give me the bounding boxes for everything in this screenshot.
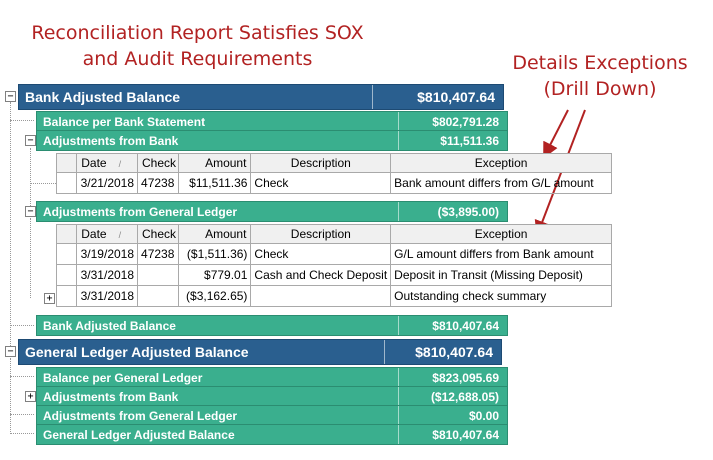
header-label: Date <box>81 156 107 170</box>
tree-line <box>10 325 34 326</box>
annotation-drilldown-line1: Details Exceptions <box>512 52 688 74</box>
annotation-sox-line1: Reconciliation Report Satisfies SOX <box>31 22 364 44</box>
adjustments-from-gl-row[interactable]: Adjustments from General Ledger ($3,895.… <box>36 201 508 222</box>
column-header-amount[interactable]: Amount <box>177 153 252 173</box>
bank-adjusted-balance-header[interactable]: Bank Adjusted Balance $810,407.64 <box>18 84 504 110</box>
bank-adjustments-grid: Date / Check Amount Description Exception… <box>55 153 612 194</box>
cell-date: 3/31/2018 <box>76 264 139 286</box>
gl-adjusted-title: General Ledger Adjusted Balance <box>25 344 249 360</box>
row-value: $802,791.28 <box>398 112 507 131</box>
cell-amount: ($3,162.65) <box>177 285 252 307</box>
bank-adjusted-title: Bank Adjusted Balance <box>25 89 181 105</box>
balance-per-gl-row[interactable]: Balance per General Ledger $823,095.69 <box>36 367 508 388</box>
row-indicator <box>55 285 78 307</box>
sort-indicator-icon: / <box>118 159 122 169</box>
cell-date: 3/21/2018 <box>76 172 139 194</box>
collapse-toggle-gl-adjusted[interactable]: − <box>5 346 16 357</box>
gl-adjusted-balance-total-row[interactable]: General Ledger Adjusted Balance $810,407… <box>36 424 508 445</box>
cell-exception: Deposit in Transit (Missing Deposit) <box>390 264 612 286</box>
row-value: $11,511.36 <box>398 131 507 150</box>
column-header-date[interactable]: Date / <box>76 224 139 244</box>
gl-adjustments-grid: Date / Check Amount Description Exception… <box>55 224 612 307</box>
table-row[interactable]: 3/31/2018 $779.01 Cash and Check Deposit… <box>55 264 612 286</box>
gl-adjustments-from-gl-row[interactable]: Adjustments from General Ledger $0.00 <box>36 405 508 426</box>
balance-per-bank-statement-row[interactable]: Balance per Bank Statement $802,791.28 <box>36 111 508 132</box>
cell-amount: $779.01 <box>177 264 252 286</box>
gl-adjusted-value: $810,407.64 <box>384 340 501 364</box>
row-label: Balance per General Ledger <box>43 370 203 385</box>
gl-adjustments-from-bank-row[interactable]: Adjustments from Bank ($12,688.05) <box>36 386 508 407</box>
annotation-drilldown: Details Exceptions (Drill Down) <box>500 50 700 102</box>
tree-line <box>10 414 34 415</box>
row-label: General Ledger Adjusted Balance <box>43 427 235 442</box>
tree-line <box>30 218 31 298</box>
column-header-description[interactable]: Description <box>250 153 392 173</box>
cell-date: 3/31/2018 <box>76 285 139 307</box>
cell-check <box>137 264 179 286</box>
row-value: ($12,688.05) <box>398 387 507 406</box>
annotation-sox-line2: and Audit Requirements <box>82 48 313 70</box>
tree-line <box>30 148 31 212</box>
gl-adjusted-balance-header[interactable]: General Ledger Adjusted Balance $810,407… <box>18 339 502 365</box>
column-header-check[interactable]: Check <box>137 153 179 173</box>
row-label: Bank Adjusted Balance <box>43 318 176 333</box>
cell-exception: Outstanding check summary <box>390 285 612 307</box>
row-label: Adjustments from General Ledger <box>43 408 238 423</box>
column-header-description[interactable]: Description <box>250 224 392 244</box>
grid-indicator-header <box>55 153 78 173</box>
cell-description: Check <box>250 243 392 265</box>
bank-adjusted-balance-total-row[interactable]: Bank Adjusted Balance $810,407.64 <box>36 315 508 336</box>
collapse-toggle-adjustments-from-bank[interactable]: − <box>25 135 36 146</box>
row-value: $0.00 <box>398 406 507 425</box>
row-value: $823,095.69 <box>398 368 507 387</box>
cell-description: Cash and Check Deposit <box>250 264 392 286</box>
column-header-exception[interactable]: Exception <box>390 224 612 244</box>
row-indicator <box>55 172 78 194</box>
row-indicator <box>55 264 78 286</box>
row-label: Adjustments from General Ledger <box>43 204 238 219</box>
arrow-to-bank-exception <box>543 109 569 159</box>
bank-adjusted-value: $810,407.64 <box>372 85 503 109</box>
collapse-toggle-adjustments-from-gl[interactable]: − <box>25 206 36 217</box>
header-label: Date <box>81 227 107 241</box>
row-label: Balance per Bank Statement <box>43 114 206 129</box>
row-value: $810,407.64 <box>398 316 507 335</box>
cell-description <box>250 285 392 307</box>
sort-indicator-icon: / <box>118 230 122 240</box>
table-row[interactable]: 3/21/2018 47238 $11,511.36 Check Bank am… <box>55 172 612 194</box>
tree-line <box>10 433 34 434</box>
expand-toggle-outstanding-checks[interactable]: + <box>44 293 55 304</box>
cell-amount: $11,511.36 <box>177 172 252 194</box>
row-label: Adjustments from Bank <box>43 389 179 404</box>
grid-indicator-header <box>55 224 78 244</box>
cell-amount: ($1,511.36) <box>177 243 252 265</box>
cell-exception: G/L amount differs from Bank amount <box>390 243 612 265</box>
collapse-toggle-bank-adjusted[interactable]: − <box>5 91 16 102</box>
cell-exception: Bank amount differs from G/L amount <box>390 172 612 194</box>
cell-description: Check <box>250 172 392 194</box>
column-header-exception[interactable]: Exception <box>390 153 612 173</box>
expand-toggle-gl-adjustments-from-bank[interactable]: + <box>25 391 36 402</box>
cell-check: 47238 <box>137 172 179 194</box>
row-value: $810,407.64 <box>398 425 507 444</box>
tree-line <box>10 376 34 377</box>
row-label: Adjustments from Bank <box>43 133 179 148</box>
column-header-amount[interactable]: Amount <box>177 224 252 244</box>
row-indicator <box>55 243 78 265</box>
cell-date: 3/19/2018 <box>76 243 139 265</box>
table-row[interactable]: 3/19/2018 47238 ($1,511.36) Check G/L am… <box>55 243 612 265</box>
cell-check: 47238 <box>137 243 179 265</box>
annotation-sox: Reconciliation Report Satisfies SOX and … <box>20 20 375 72</box>
column-header-date[interactable]: Date / <box>76 153 139 173</box>
tree-line <box>30 183 56 184</box>
tree-line <box>10 120 34 121</box>
column-header-check[interactable]: Check <box>137 224 179 244</box>
tree-line <box>10 358 11 434</box>
annotation-drilldown-line2: (Drill Down) <box>543 78 657 100</box>
row-value: ($3,895.00) <box>398 202 507 221</box>
adjustments-from-bank-row[interactable]: Adjustments from Bank $11,511.36 <box>36 130 508 151</box>
table-row[interactable]: 3/31/2018 ($3,162.65) Outstanding check … <box>55 285 612 307</box>
cell-check <box>137 285 179 307</box>
tree-line <box>10 102 11 348</box>
